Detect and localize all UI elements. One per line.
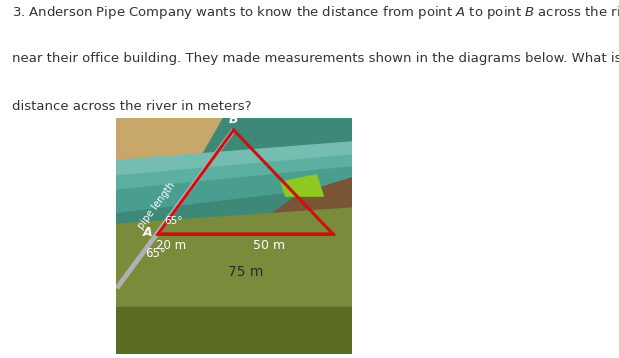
Text: 3. Anderson Pipe Company wants to know the distance from point $\mathit{A}$ to p: 3. Anderson Pipe Company wants to know t… (12, 4, 619, 20)
Text: 65°: 65° (165, 216, 183, 226)
Text: 75 m: 75 m (228, 265, 263, 279)
Text: 65°: 65° (145, 247, 166, 260)
Polygon shape (113, 208, 354, 248)
Polygon shape (281, 175, 324, 196)
Text: A: A (142, 226, 152, 239)
Polygon shape (258, 177, 354, 229)
Polygon shape (113, 142, 354, 175)
Text: pipe length: pipe length (136, 181, 178, 232)
Text: 20 m: 20 m (156, 239, 186, 252)
Polygon shape (113, 146, 354, 189)
Polygon shape (113, 118, 222, 201)
Polygon shape (113, 154, 354, 213)
Text: near their office building. They made measurements shown in the diagrams below. : near their office building. They made me… (12, 52, 619, 65)
Text: distance across the river in meters?: distance across the river in meters? (12, 100, 252, 113)
Polygon shape (113, 307, 354, 354)
Text: B: B (229, 113, 238, 126)
Polygon shape (113, 227, 354, 354)
Text: 50 m: 50 m (253, 239, 285, 252)
